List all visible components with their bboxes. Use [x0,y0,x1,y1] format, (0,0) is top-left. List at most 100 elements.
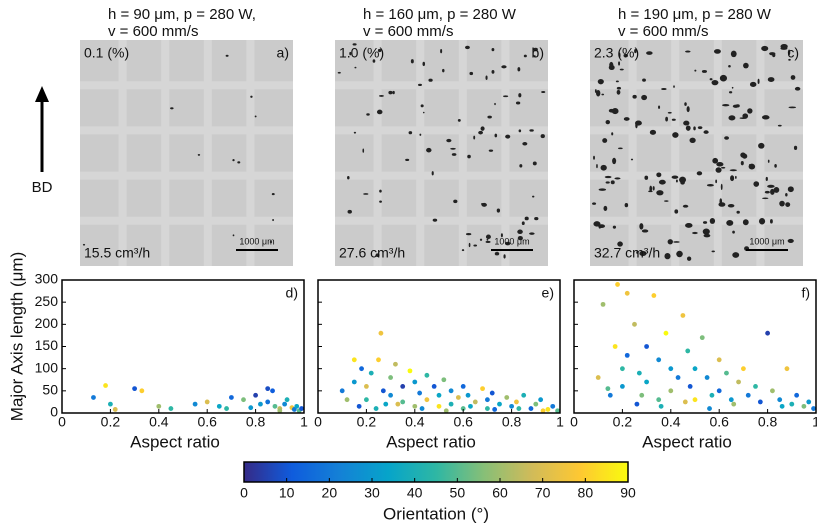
colorbar-tick-label: 80 [578,485,594,501]
pore [749,81,757,87]
pore [685,125,691,131]
point [497,401,502,407]
pore [405,158,410,162]
pore [715,167,722,173]
pore [521,221,525,226]
pore [673,241,680,243]
pore [486,238,489,241]
pore [363,193,369,195]
point [400,384,406,389]
build-rate: 15.5 cm³/h [84,245,150,261]
point [607,392,613,398]
pore [790,75,796,80]
colorbar-tick-label: 60 [492,485,508,501]
pore [503,254,506,259]
point [373,406,379,411]
pore [788,58,791,61]
pore [735,104,740,108]
point [224,406,229,411]
pore [518,93,522,98]
point [709,392,715,398]
pore [533,55,536,58]
pore [491,48,495,52]
pore [540,134,545,139]
point [492,407,498,412]
pore [440,48,443,54]
pore [349,51,352,56]
x-tick-label: 0.6 [453,414,473,430]
pore [761,115,770,120]
point [424,372,430,378]
pore [614,177,621,180]
colorbar-label: Orientation (°) [383,504,489,523]
pore [729,169,737,172]
porosity: 1.0 (%) [339,45,384,61]
pore [467,154,471,159]
point [139,388,145,394]
pore [652,186,655,191]
pore [494,102,496,106]
pore [505,134,511,139]
point [441,377,447,383]
point [204,399,210,405]
point [624,352,630,358]
pore [432,218,438,222]
point [716,388,722,394]
pore [661,87,667,91]
point [351,357,357,363]
point [716,357,722,363]
colorbar-tick-label: 20 [322,485,338,501]
pore [522,142,528,146]
point [272,403,278,409]
point [636,370,642,376]
pore [410,59,414,64]
pore [762,197,769,200]
colorbar [243,461,629,483]
point [801,403,807,409]
pore [740,161,744,166]
point [605,386,611,392]
point [480,386,485,392]
pore [503,95,509,98]
pore [494,133,498,138]
pore [271,193,275,196]
pore [612,225,617,229]
plot-area [318,280,560,413]
pore [529,129,534,132]
pore [732,230,735,234]
colorbar-tick-label: 0 [240,485,248,501]
point [419,406,425,411]
x-tick-label: 0.8 [246,414,266,430]
point [265,399,271,405]
colorbar-tick-label: 10 [279,485,295,501]
pore [769,219,773,224]
point [284,397,290,403]
build-rate: 32.7 cm³/h [594,245,660,261]
pore [616,86,622,90]
pore [703,130,709,134]
pore [362,148,365,153]
pore [376,109,383,115]
point [600,301,606,307]
point [132,386,138,392]
pore [731,86,734,89]
pore [473,135,476,140]
pore [461,249,465,252]
pore [774,164,777,168]
y-tick-label: 0 [50,404,58,420]
pore [711,250,715,253]
point [550,403,556,409]
pore [635,120,642,126]
pore [758,142,765,149]
point [436,392,442,398]
pore [770,188,775,195]
point [448,401,454,407]
pore [686,256,692,261]
porosity: 0.1 (%) [84,45,129,61]
pore [457,119,461,122]
pore [602,138,608,143]
pore [711,79,719,86]
pore [644,175,649,180]
build-rate: 27.6 cm³/h [339,245,405,261]
pore [683,120,690,126]
